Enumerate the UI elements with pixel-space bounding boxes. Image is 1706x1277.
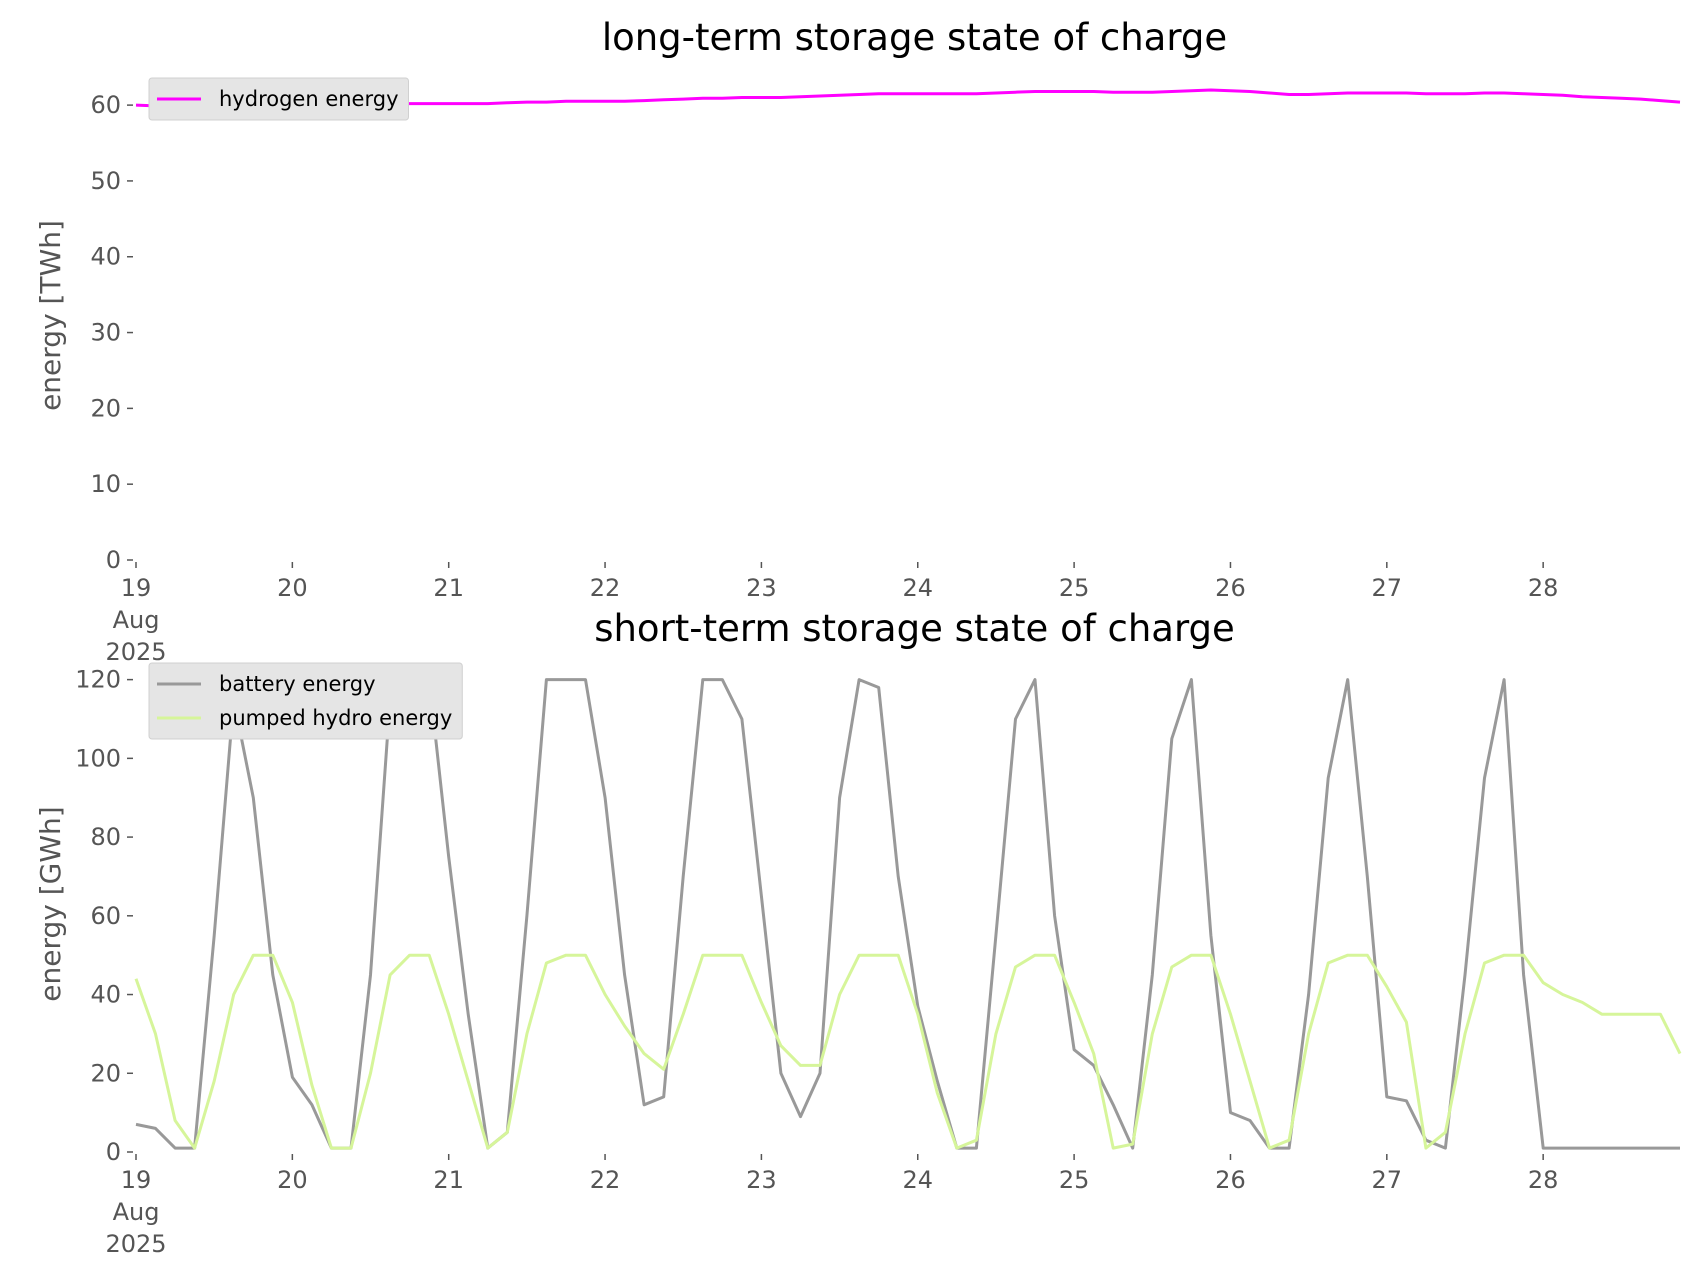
legend-box: [148, 77, 409, 121]
y-tick-label: 40: [90, 243, 121, 271]
x-tick-label: 23: [746, 1166, 777, 1194]
chart-title: short-term storage state of charge: [594, 607, 1235, 650]
x-tick-label: 28: [1528, 574, 1559, 602]
x-tick-label: 26: [1215, 1166, 1246, 1194]
series-line: [134, 953, 1682, 1150]
y-tick-label: 0: [106, 546, 121, 574]
x-tick-label: 25: [1059, 574, 1090, 602]
y-tick-label: 20: [90, 1059, 121, 1087]
x-tick-label: 22: [590, 1166, 621, 1194]
y-axis-label: energy [GWh]: [34, 806, 67, 1001]
chart-title: long-term storage state of charge: [602, 16, 1227, 59]
x-tick-label: 19 Aug 2025: [105, 574, 166, 666]
y-tick-label: 60: [90, 91, 121, 119]
y-tick-label: 120: [75, 666, 121, 694]
x-tick-label: 24: [902, 574, 933, 602]
x-tick-label: 21: [433, 1166, 464, 1194]
x-tick-label: 22: [590, 574, 621, 602]
x-tick-label: 21: [433, 574, 464, 602]
y-tick-label: 10: [90, 470, 121, 498]
y-tick-label: 50: [90, 167, 121, 195]
y-tick-label: 60: [90, 902, 121, 930]
y-tick-label: 100: [75, 744, 121, 772]
y-tick-label: 40: [90, 981, 121, 1009]
legend-label: pumped hydro energy: [219, 706, 452, 730]
x-tick-label: 28: [1528, 1166, 1559, 1194]
y-tick-label: 30: [90, 319, 121, 347]
legend-label: battery energy: [219, 672, 376, 696]
y-tick-label: 20: [90, 394, 121, 422]
legend-box: [148, 662, 463, 740]
x-tick-label: 26: [1215, 574, 1246, 602]
x-tick-label: 20: [277, 1166, 308, 1194]
x-tick-label: 27: [1372, 574, 1403, 602]
y-tick-label: 80: [90, 823, 121, 851]
x-tick-label: 20: [277, 574, 308, 602]
x-tick-label: 19 Aug 2025: [105, 1166, 166, 1258]
legend-label: hydrogen energy: [219, 87, 399, 111]
y-axis-label: energy [TWh]: [34, 220, 67, 411]
x-tick-label: 23: [746, 574, 777, 602]
y-tick-label: 0: [106, 1138, 121, 1166]
x-tick-label: 24: [902, 1166, 933, 1194]
x-tick-label: 25: [1059, 1166, 1090, 1194]
x-tick-label: 27: [1372, 1166, 1403, 1194]
series-line: [135, 678, 1680, 1150]
